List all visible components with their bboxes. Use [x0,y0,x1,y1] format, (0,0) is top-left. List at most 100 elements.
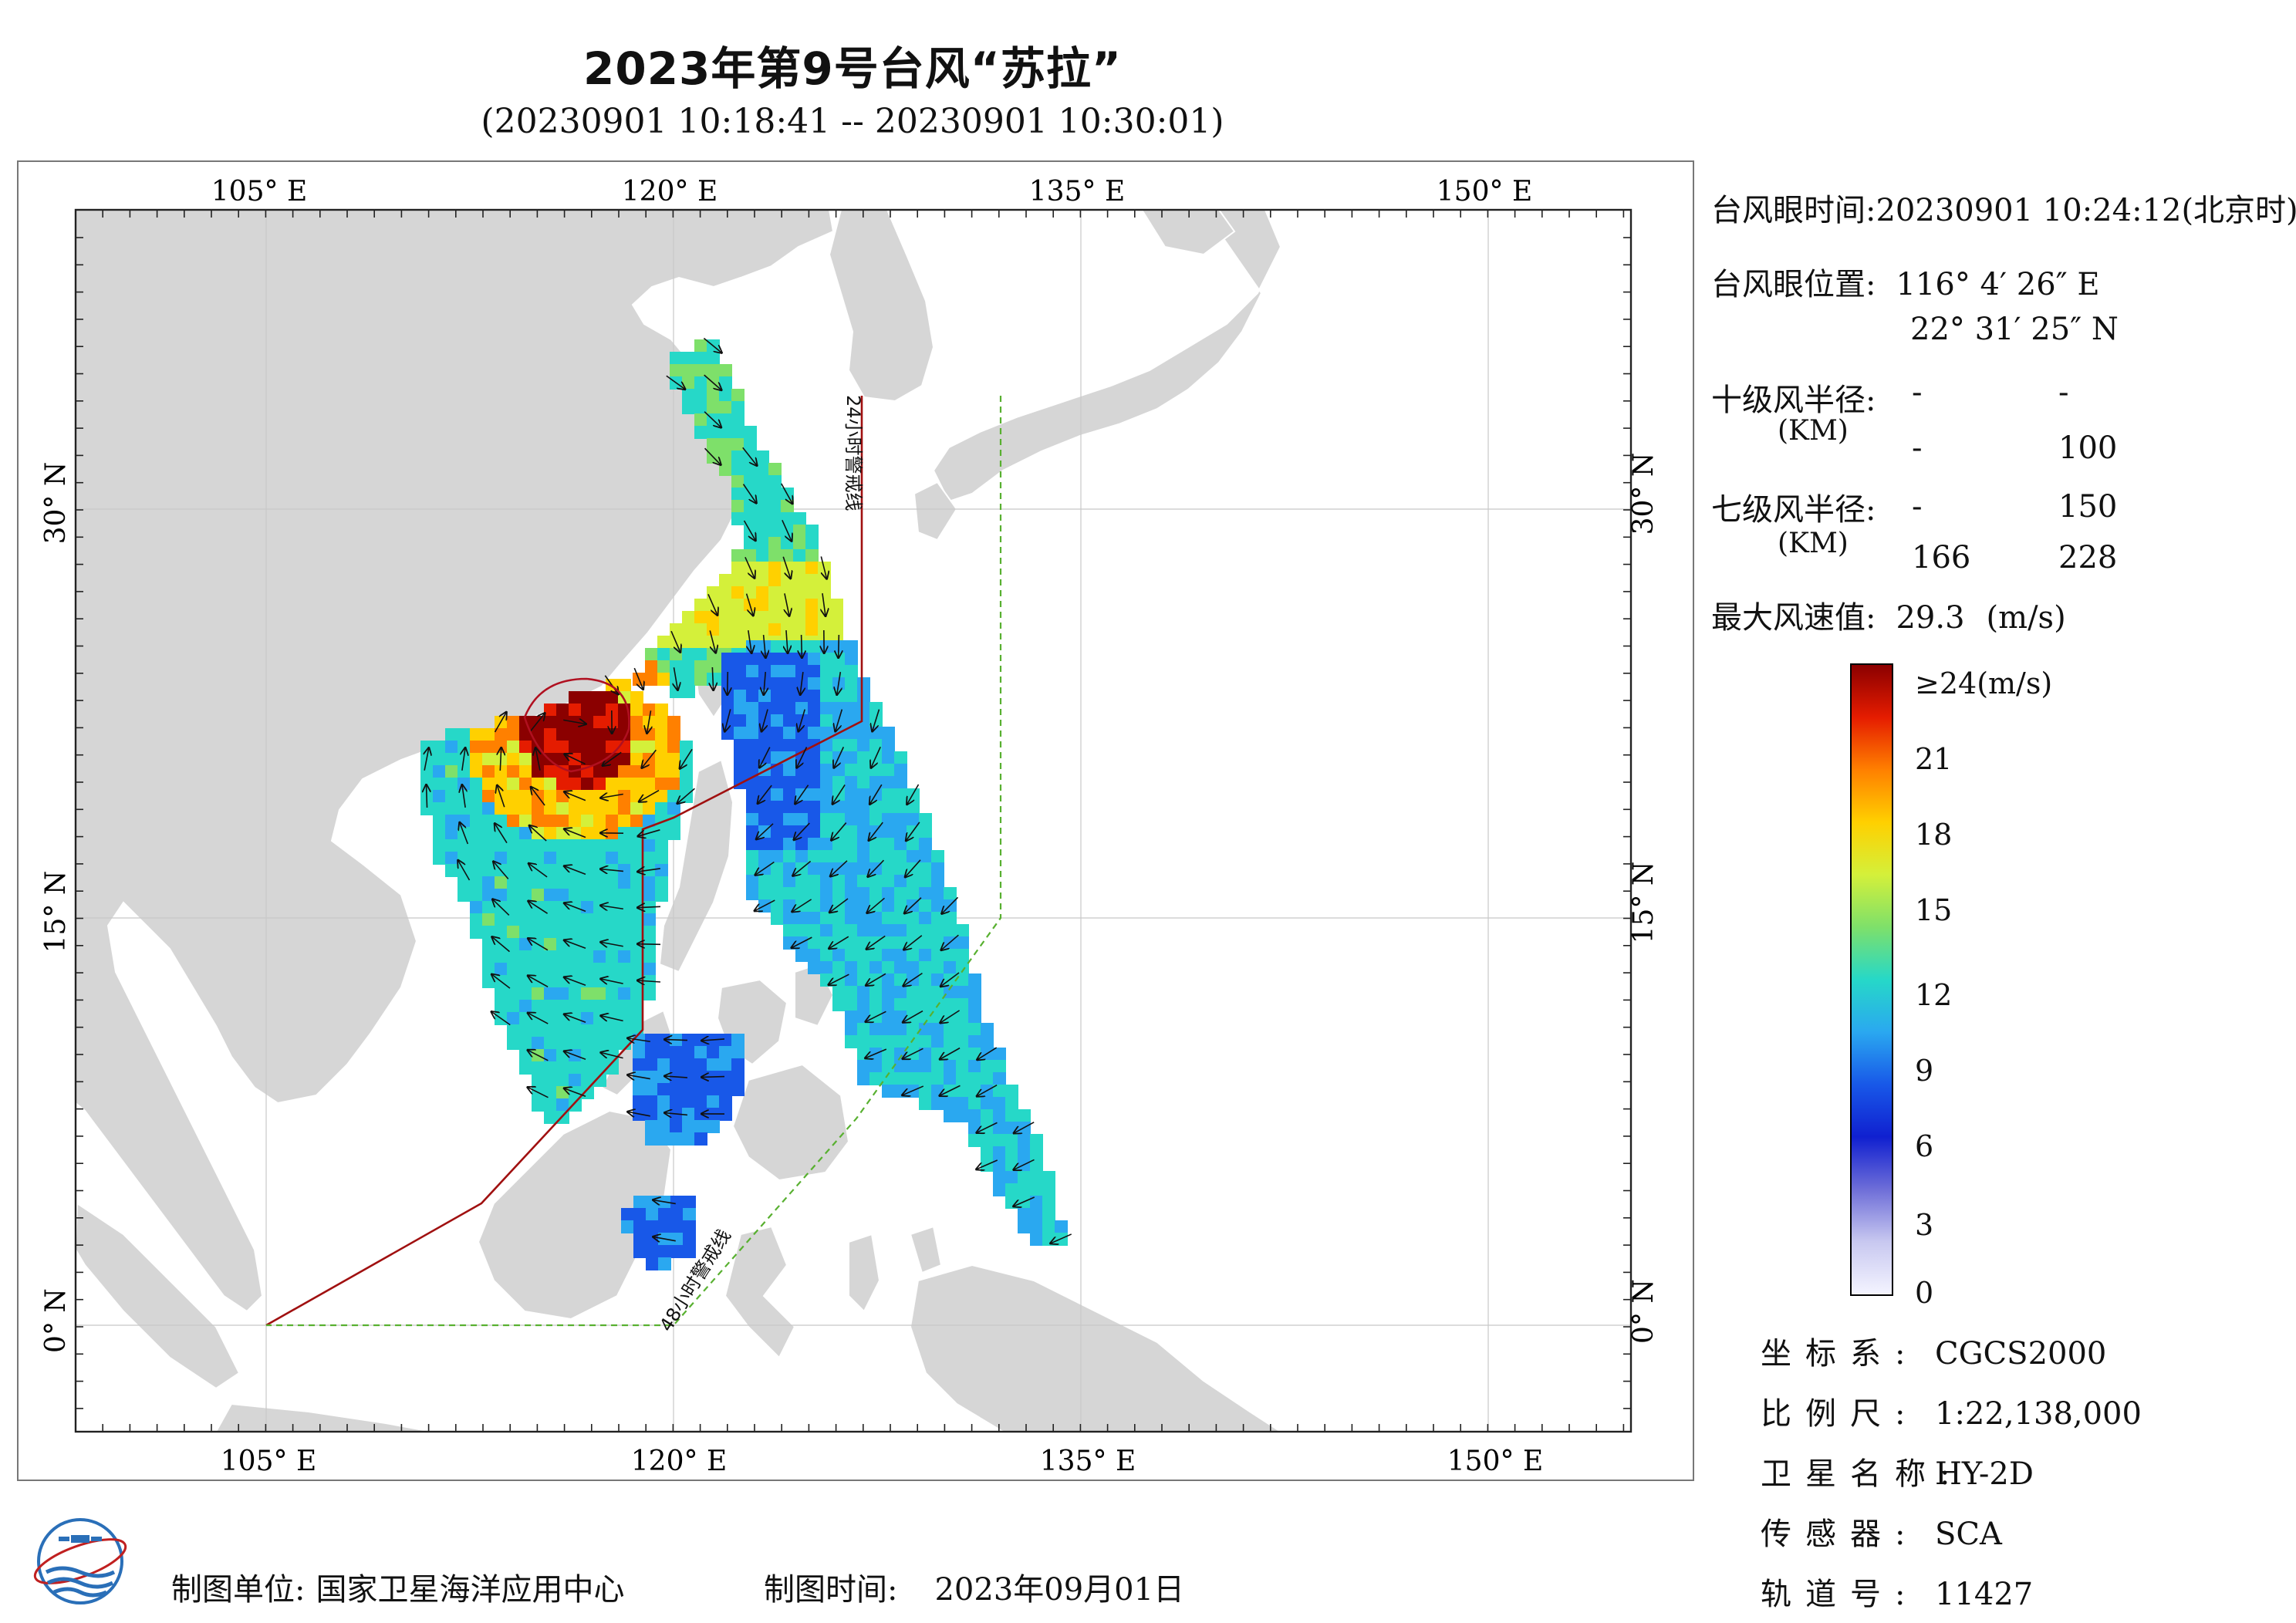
swath-cell [556,1086,569,1099]
swath-cell [507,876,520,889]
swath-cell [919,1097,932,1110]
swath-cell [882,776,895,789]
swath-cell [581,741,594,754]
swath-cell [667,765,680,778]
swath-cell [781,623,794,636]
swath-cell [756,574,769,587]
swath-cell [793,586,806,599]
swath-cell [818,574,831,587]
swath-cell [618,802,631,815]
swath-cell [482,901,495,914]
swath-cell [894,764,907,777]
swath-cell [919,862,932,876]
swath-cell [618,864,631,877]
swath-cell [919,850,932,863]
swath-cell [771,788,784,801]
meta-row: 坐标系: CGCS2000 [1761,1328,2106,1373]
swath-cell [707,364,720,377]
wind-arrow [603,751,622,765]
swath-cell [458,839,471,852]
swath-cell [820,801,833,814]
swath-cell [593,1061,606,1075]
swath-cell [593,926,606,939]
swath-cell [682,352,695,365]
swath-cell [482,913,495,926]
swath-cell [593,1049,606,1062]
swath-cell [581,901,594,914]
wind-arrow [742,447,758,466]
swath-cell [507,963,520,976]
lat-label-right-15: 15° N [1628,862,1660,944]
lat-label-left-0: 0° N [40,1288,72,1353]
swath-cell [771,727,784,740]
swath-cell [569,815,582,828]
swath-cell [482,815,495,828]
wind-arrow [866,1011,886,1021]
swath-cell [1018,1183,1031,1196]
swath-cell [894,887,907,900]
swath-cell [445,827,458,840]
swath-cell [808,924,821,937]
swath-cell [593,1074,606,1087]
swath-cell [618,926,631,939]
swath-cell [931,875,944,888]
swath-cell [768,586,782,599]
swath-cell [956,1097,969,1110]
eye-time-value: 20230901 10:24:12(北京时) [1876,193,2296,228]
swath-cell [420,802,434,815]
swath-cell [569,876,582,889]
swath-cell [869,875,883,888]
swath-cell [618,889,631,902]
swath-cell [694,673,707,686]
swath-cell [495,913,508,926]
swath-cell [832,776,846,789]
swath-cell [593,913,606,926]
wind-arrow [458,860,471,881]
wind-arrow [868,859,885,877]
wind-arrow [424,747,429,771]
swath-cell [820,825,833,838]
swath-cell [569,1074,582,1087]
swath-cell [882,813,895,826]
swath-cell [944,887,957,900]
swath-cell [981,1109,994,1122]
swath-cell [968,998,981,1011]
swath-cell [593,704,606,717]
swath-cell [808,801,821,814]
swath-cell [569,839,582,852]
swath-cell [495,778,508,791]
r7-unit: (KM) [1778,528,1849,559]
swath-cell [746,739,759,752]
swath-cell [682,1034,695,1047]
wind-arrow [907,784,920,805]
swath-cell [519,876,532,889]
swath-cell [795,665,809,678]
lon-label-top-135: 135° E [1029,176,1125,208]
wind-arrow [677,788,695,804]
swath-cell [1005,1171,1018,1184]
swath-cell [470,913,483,926]
swath-cell [630,913,643,926]
swath-cell [719,364,732,377]
swath-cell [768,512,782,525]
swath-cell [544,889,557,902]
swath-cell [532,950,545,963]
wind-arrow [837,672,841,695]
swath-cell [606,926,619,939]
swath-cell [758,776,772,789]
swath-cell [746,727,759,740]
swath-cell [645,1071,658,1084]
swath-cell [646,1245,659,1258]
swath-cell [581,876,594,889]
swath-cell [643,852,656,865]
swath-cell [420,741,434,754]
swath-cell [808,838,821,851]
wind-arrow [742,484,757,504]
wind-arrow [633,667,643,690]
colorbar [1850,663,1893,1296]
swath-cell [756,450,769,464]
wind-arrow [674,667,677,690]
swath-cell [719,389,732,402]
swath-cell [894,1072,907,1085]
swath-cell [882,1011,895,1024]
